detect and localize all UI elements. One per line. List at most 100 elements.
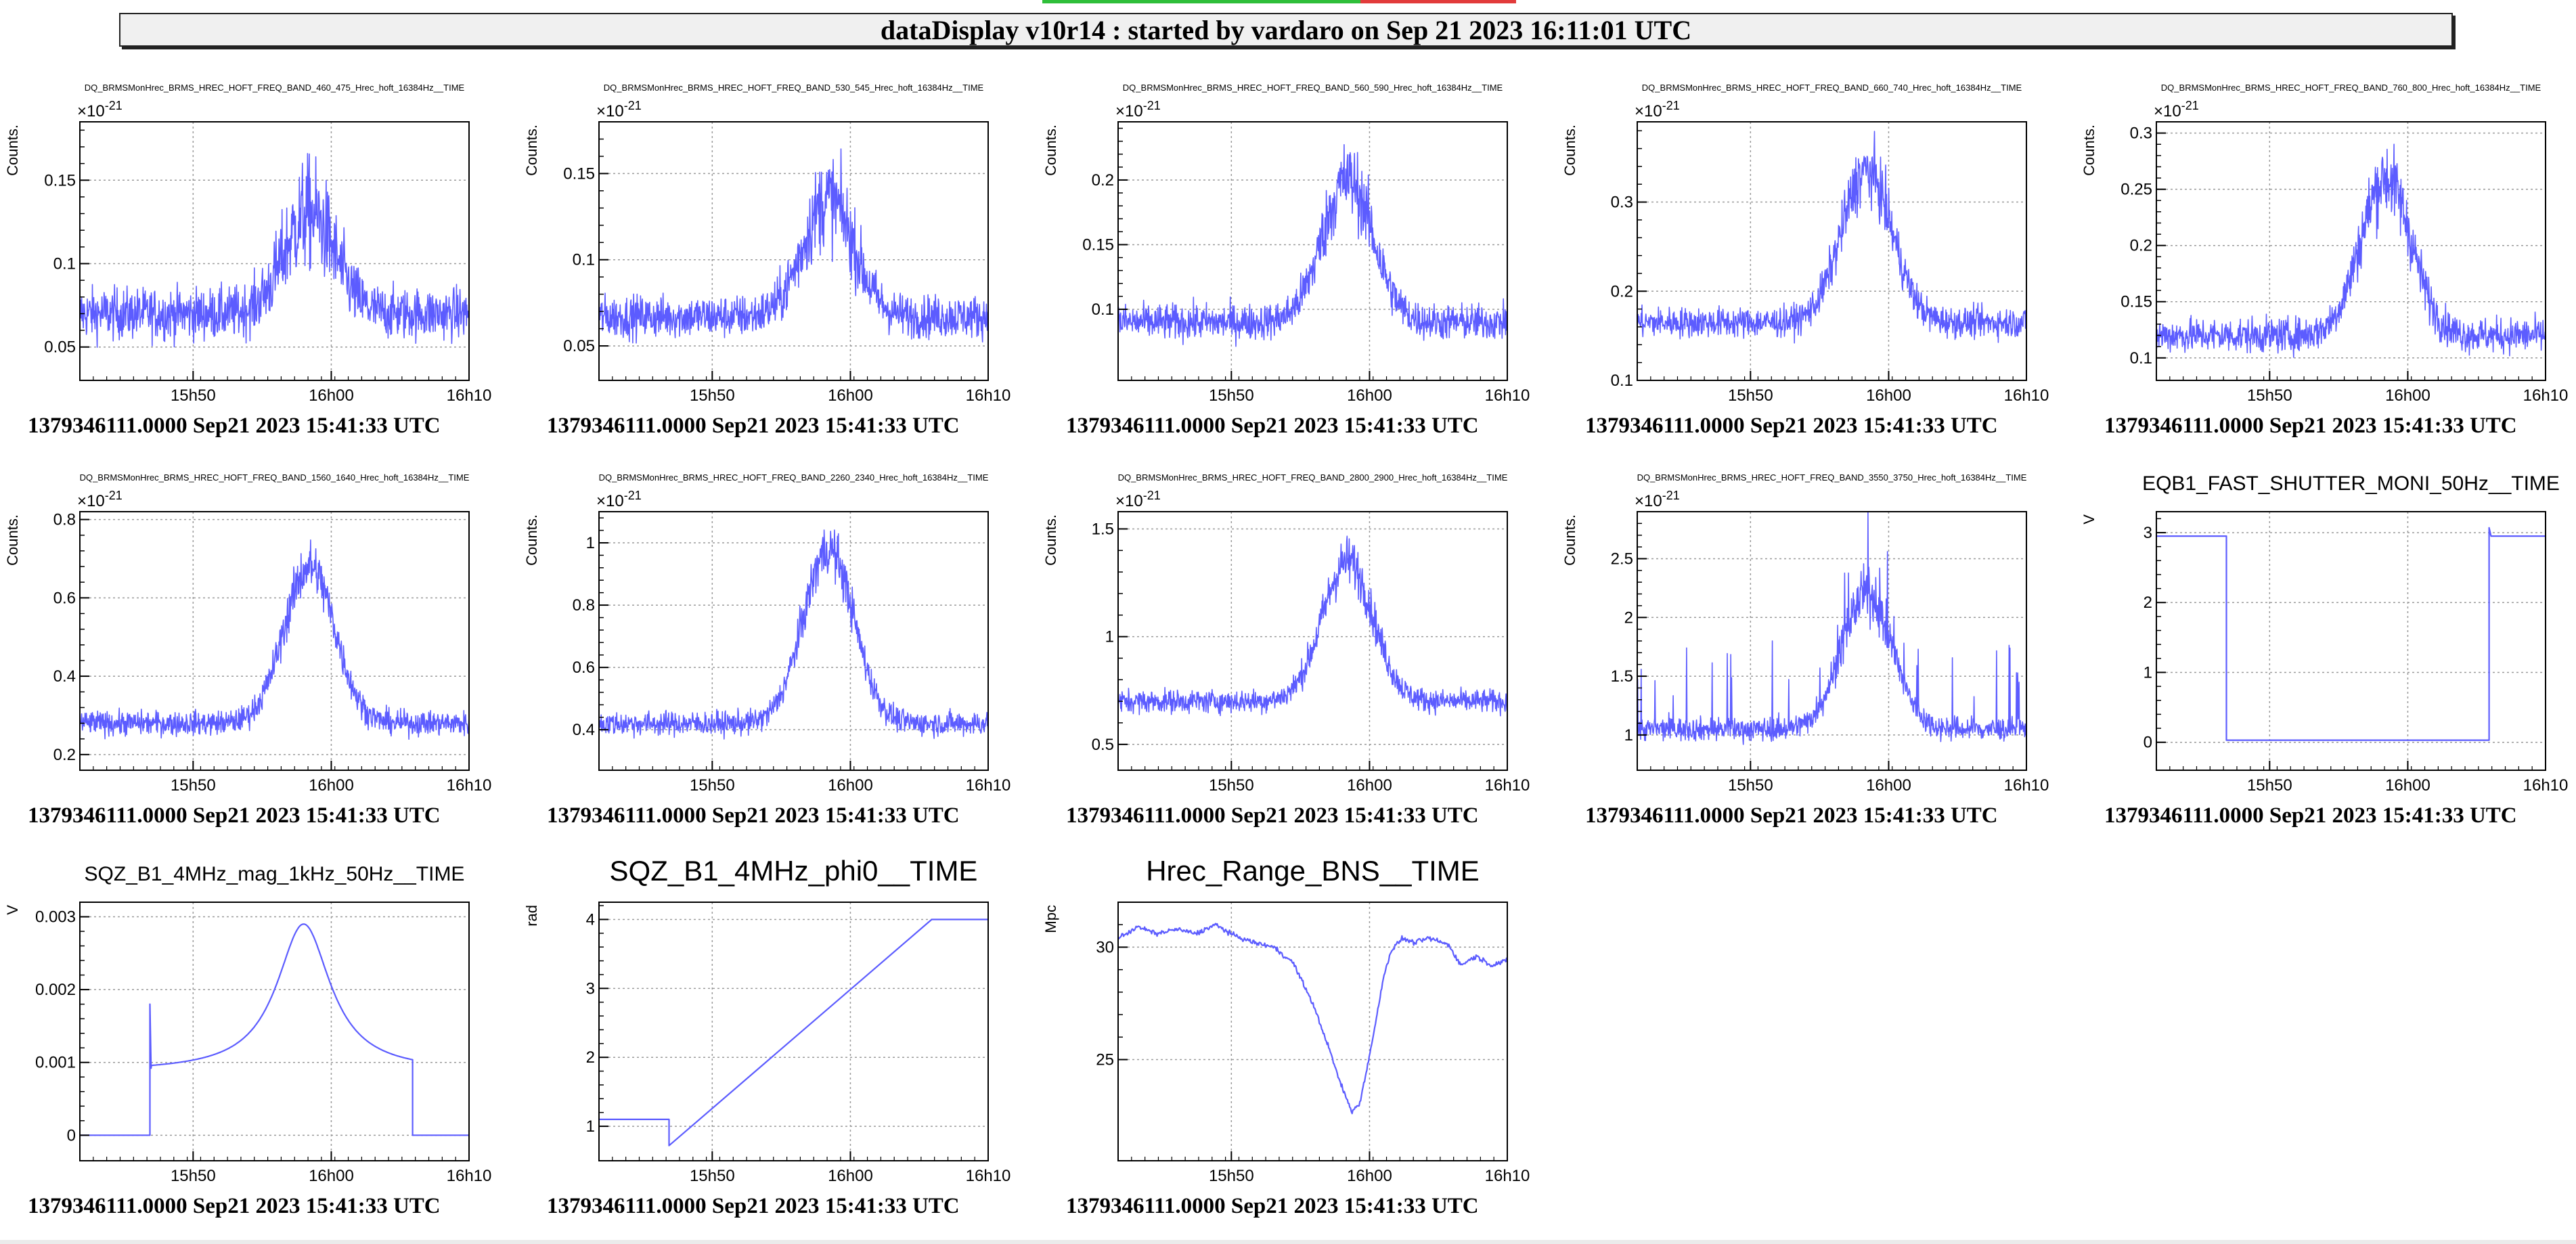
y-tick-label: 0	[67, 1126, 76, 1145]
plot-panel: DQ_BRMSMonHrec_BRMS_HREC_HOFT_FREQ_BAND_…	[2081, 83, 2568, 438]
x-tick-label: 16h00	[828, 386, 873, 405]
y-tick-label: 0.2	[1092, 171, 1114, 190]
y-tick-label: 1	[2144, 663, 2152, 682]
timestamp-label: 1379346111.0000 Sep21 2023 15:41:33 UTC	[547, 1194, 960, 1218]
plot-panel: DQ_BRMSMonHrec_BRMS_HREC_HOFT_FREQ_BAND_…	[4, 472, 491, 828]
plot-panel: DQ_BRMSMonHrec_BRMS_HREC_HOFT_FREQ_BAND_…	[1042, 83, 1530, 438]
plot-area	[1118, 122, 1507, 380]
y-axis-label: Counts.	[2081, 125, 2097, 176]
timestamp-label: 1379346111.0000 Sep21 2023 15:41:33 UTC	[1066, 1194, 1479, 1218]
data-series	[1117, 535, 1508, 717]
plot-title: DQ_BRMSMonHrec_BRMS_HREC_HOFT_FREQ_BAND_…	[1123, 83, 1503, 93]
x-tick-label: 15h50	[171, 1167, 216, 1185]
plot-title: Hrec_Range_BNS__TIME	[1146, 855, 1480, 887]
plot-frame	[2156, 121, 2546, 381]
timestamp-label: 1379346111.0000 Sep21 2023 15:41:33 UTC	[547, 414, 960, 438]
plot-frame	[598, 902, 989, 1161]
plot-title: DQ_BRMSMonHrec_BRMS_HREC_HOFT_FREQ_BAND_…	[2161, 83, 2541, 93]
plot-panel: DQ_BRMSMonHrec_BRMS_HREC_HOFT_FREQ_BAND_…	[1561, 472, 2049, 828]
plot-area	[80, 512, 469, 770]
x-tick-label: 16h00	[1347, 1167, 1392, 1185]
y-axis-label: Counts.	[4, 514, 21, 566]
y-tick-label: 0.1	[53, 254, 76, 273]
x-tick-label: 16h00	[1866, 776, 1911, 795]
y-tick-label: 1	[586, 1117, 595, 1136]
plot-panel: DQ_BRMSMonHrec_BRMS_HREC_HOFT_FREQ_BAND_…	[1561, 83, 2049, 438]
y-tick-label: 2	[1624, 608, 1633, 627]
y-tick-label: 0.3	[2130, 125, 2152, 143]
bottom-scrollbar[interactable]	[0, 1240, 2576, 1244]
plot-panel: SQZ_B1_4MHz_mag_1kHz_50Hz__TIME 0 0.001 0.0…	[4, 863, 491, 1218]
plot-title: EQB1_FAST_SHUTTER_MONI_50Hz__TIME	[2142, 472, 2560, 495]
plot-panel: DQ_BRMSMonHrec_BRMS_HREC_HOFT_FREQ_BAND_…	[523, 83, 1011, 438]
x-tick-label: 16h10	[966, 776, 1011, 795]
display-title: dataDisplay v10r14 : started by vardaro …	[880, 14, 1692, 45]
x-tick-label: 16h10	[1485, 386, 1530, 405]
y-tick-label: 2.5	[1611, 550, 1633, 568]
y-tick-label: 0.8	[53, 511, 76, 529]
y-tick-label: 1	[1624, 726, 1633, 745]
x-tick-label: 16h10	[447, 776, 492, 795]
y-axis-label: Counts.	[4, 125, 21, 176]
data-series	[598, 529, 989, 740]
plot-title: DQ_BRMSMonHrec_BRMS_HREC_HOFT_FREQ_BAND_…	[85, 83, 465, 93]
data-series	[79, 539, 470, 740]
plot-frame	[2156, 511, 2546, 771]
x-tick-label: 15h50	[2247, 776, 2292, 795]
y-tick-label: 2	[2144, 594, 2152, 612]
y-tick-label: 0.1	[1611, 372, 1633, 390]
data-series	[79, 153, 470, 348]
y-tick-label: 0.6	[53, 589, 76, 607]
x-tick-label: 16h10	[2523, 776, 2569, 795]
y-axis-label: Counts.	[1042, 514, 1059, 566]
plot-area	[2156, 512, 2546, 770]
y-tick-label: 0.002	[35, 981, 76, 999]
plot-panel: EQB1_FAST_SHUTTER_MONI_50Hz__TIME 0 1 2 3 15h…	[2081, 472, 2568, 828]
plot-panel: Hrec_Range_BNS__TIME 25 30 15h50 16h00 16h10 M…	[1042, 855, 1530, 1218]
data-series	[598, 148, 989, 344]
y-tick-label: 0.15	[563, 164, 595, 183]
x-tick-label: 15h50	[690, 1167, 735, 1185]
y-axis-label: Mpc	[1042, 905, 1059, 933]
x-tick-label: 15h50	[1209, 386, 1254, 405]
timestamp-label: 1379346111.0000 Sep21 2023 15:41:33 UTC	[28, 803, 441, 828]
x-tick-label: 16h00	[309, 1167, 354, 1185]
timestamp-label: 1379346111.0000 Sep21 2023 15:41:33 UTC	[28, 414, 441, 438]
x-tick-label: 16h10	[1485, 776, 1530, 795]
x-tick-label: 16h10	[447, 1167, 492, 1185]
plot-area	[1118, 512, 1507, 770]
plot-frame	[79, 902, 470, 1161]
x-tick-label: 16h10	[2523, 386, 2569, 405]
plot-panel: DQ_BRMSMonHrec_BRMS_HREC_HOFT_FREQ_BAND_…	[523, 472, 1011, 828]
plot-title: DQ_BRMSMonHrec_BRMS_HREC_HOFT_FREQ_BAND_…	[604, 83, 984, 93]
x-tick-label: 16h00	[828, 776, 873, 795]
plot-title: DQ_BRMSMonHrec_BRMS_HREC_HOFT_FREQ_BAND_…	[80, 472, 470, 483]
plot-title: SQZ_B1_4MHz_phi0__TIME	[610, 855, 978, 887]
x-tick-label: 16h00	[309, 386, 354, 405]
data-series	[1637, 131, 2027, 344]
timestamp-label: 1379346111.0000 Sep21 2023 15:41:33 UTC	[1066, 803, 1479, 828]
y-tick-label: 0.1	[1092, 301, 1114, 319]
data-series	[2156, 527, 2546, 741]
plot-frame	[598, 121, 989, 381]
plot-frame	[1117, 511, 1508, 771]
y-tick-label: 0.4	[573, 721, 595, 739]
y-tick-label: 0.8	[573, 596, 595, 615]
plot-area	[599, 512, 988, 770]
x-tick-label: 16h00	[1347, 776, 1392, 795]
status-strip-ok	[1042, 0, 1360, 3]
x-tick-label: 15h50	[690, 386, 735, 405]
x-tick-label: 16h10	[2004, 386, 2049, 405]
y-exponent-label: ×10-21	[77, 489, 123, 510]
plot-frame	[79, 511, 470, 771]
timestamp-label: 1379346111.0000 Sep21 2023 15:41:33 UTC	[28, 1194, 441, 1218]
x-tick-label: 16h00	[828, 1167, 873, 1185]
plot-title: DQ_BRMSMonHrec_BRMS_HREC_HOFT_FREQ_BAND_…	[1118, 472, 1508, 483]
plot-panel: DQ_BRMSMonHrec_BRMS_HREC_HOFT_FREQ_BAND_…	[4, 83, 491, 438]
y-tick-label: 0.001	[35, 1054, 76, 1072]
y-tick-label: 0.3	[1611, 194, 1633, 212]
timestamp-label: 1379346111.0000 Sep21 2023 15:41:33 UTC	[1585, 414, 1998, 438]
x-tick-label: 16h10	[447, 386, 492, 405]
y-tick-label: 4	[586, 910, 595, 929]
y-exponent-label: ×10-21	[596, 489, 642, 510]
